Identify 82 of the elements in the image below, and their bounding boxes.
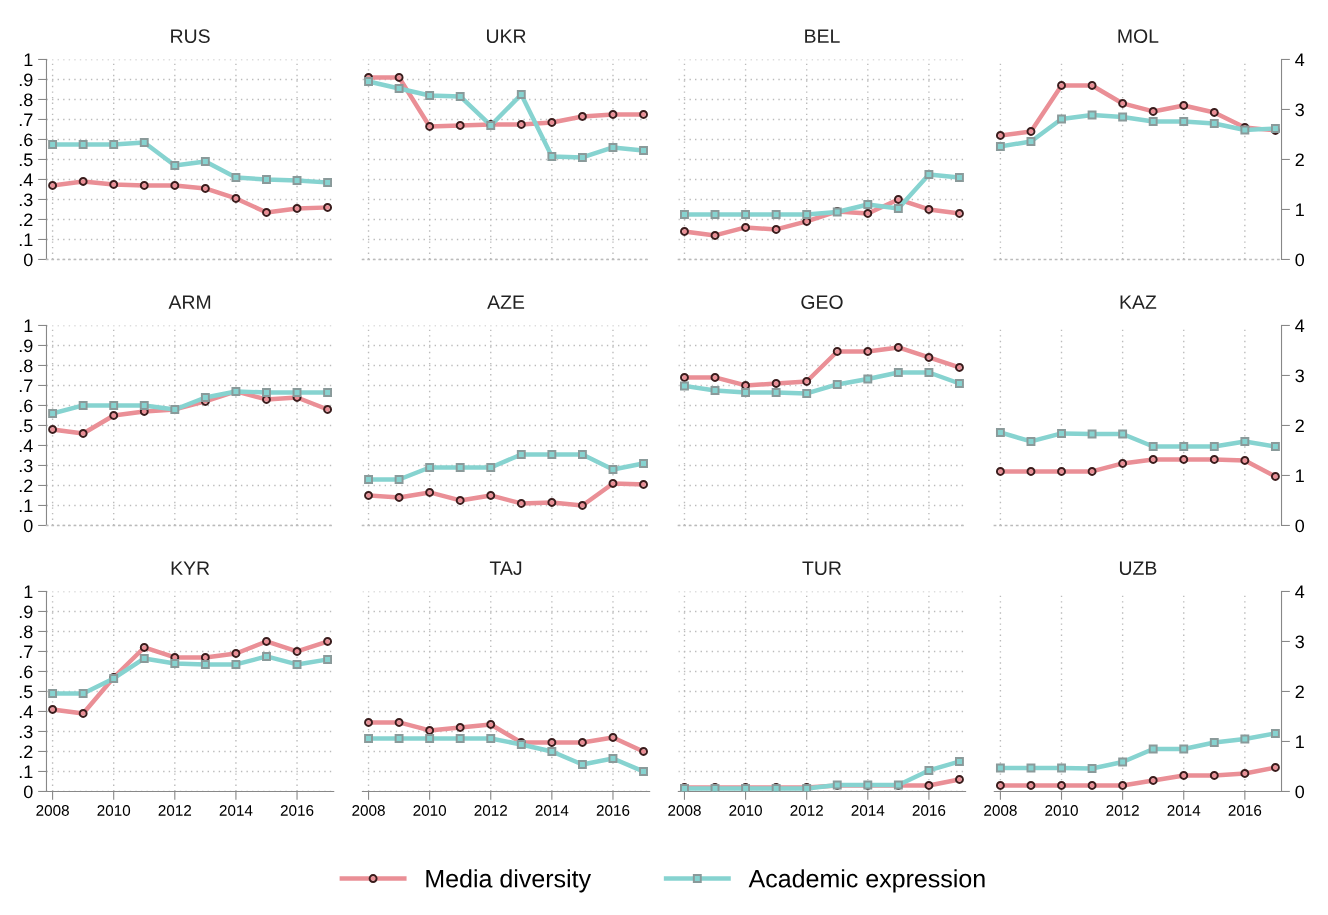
y-tick-label: .5: [19, 685, 33, 699]
y-tick-label: .4: [19, 705, 33, 719]
y2-tick-label: 1: [1296, 469, 1304, 483]
y2-tick-label: 1: [1296, 203, 1304, 217]
y-tick-label: .3: [19, 725, 33, 739]
y2-tick-label: 3: [1295, 369, 1304, 383]
y-tick-label: .7: [19, 379, 33, 393]
y-tick-label: .1: [19, 765, 33, 779]
legend-label: Academic expression: [748, 869, 985, 893]
y-tick-label: .4: [19, 439, 33, 453]
x-tick-label: 2012: [474, 805, 507, 816]
chart-title: AZE: [487, 295, 525, 309]
y2-tick-label: 4: [1295, 319, 1305, 333]
y2-tick-label: 0: [1295, 785, 1305, 799]
chart-title: GEO: [801, 295, 843, 309]
y-tick-label: 0: [23, 785, 33, 799]
y2-tick-label: 0: [1295, 519, 1305, 533]
x-tick-label: 2012: [158, 805, 192, 816]
y2-tick-label: 2: [1295, 153, 1304, 167]
x-tick-label: 2008: [668, 805, 701, 816]
y-tick-label: .6: [19, 399, 33, 413]
x-tick-label: 2014: [851, 805, 885, 816]
y-tick-label: .8: [19, 359, 33, 373]
y2-tick-label: 2: [1295, 419, 1304, 433]
y2-tick-label: 1: [1296, 735, 1304, 749]
chart-title: RUS: [171, 29, 210, 43]
y2-tick-label: 4: [1295, 53, 1305, 67]
y-tick-label: 1: [24, 585, 33, 599]
y-tick-label: .2: [19, 213, 33, 227]
y-tick-label: .4: [19, 173, 33, 187]
legend-label: Media diversity: [426, 869, 592, 893]
y2-tick-label: 2: [1295, 685, 1304, 699]
y-tick-label: .9: [19, 73, 33, 87]
y-tick-label: .3: [19, 193, 33, 207]
y-tick-label: .1: [19, 499, 33, 513]
y2-tick-label: 4: [1295, 585, 1305, 599]
x-tick-label: 2016: [1228, 805, 1262, 816]
x-tick-label: 2010: [729, 805, 762, 816]
y-tick-label: .2: [19, 745, 33, 759]
y-tick-label: 0: [23, 519, 33, 533]
x-tick-label: 2014: [535, 805, 569, 816]
chart-title: TUR: [802, 561, 842, 575]
chart-title: UKR: [487, 29, 526, 43]
x-tick-label: 2012: [1106, 805, 1139, 816]
chart-title: KAZ: [1120, 295, 1157, 309]
x-tick-label: 2008: [352, 805, 385, 816]
y-tick-label: .2: [19, 479, 33, 493]
y2-tick-label: 3: [1295, 635, 1304, 649]
chart-title: MOL: [1118, 29, 1159, 43]
y-tick-label: 1: [24, 319, 33, 333]
chart-title: UZB: [1119, 561, 1157, 575]
y-tick-label: 1: [24, 53, 33, 67]
chart-title: BEL: [805, 29, 840, 43]
x-tick-label: 2010: [97, 805, 131, 816]
y-tick-label: .9: [19, 339, 33, 353]
y-tick-label: .7: [19, 645, 33, 659]
chart-title: TAJ: [489, 561, 522, 575]
y-tick-label: .8: [19, 625, 33, 639]
y-tick-label: .3: [19, 459, 33, 473]
x-tick-label: 2010: [413, 805, 447, 816]
y-tick-label: 0: [23, 253, 33, 267]
y2-tick-label: 3: [1295, 103, 1304, 117]
x-tick-label: 2012: [790, 805, 823, 816]
x-tick-label: 2014: [219, 805, 253, 816]
x-tick-label: 2008: [36, 805, 69, 816]
y-tick-label: .5: [19, 153, 33, 167]
y2-tick-label: 0: [1295, 253, 1305, 267]
y-tick-label: .9: [19, 605, 33, 619]
y-tick-label: .7: [19, 113, 33, 127]
y-tick-label: .8: [19, 93, 33, 107]
y-tick-label: .6: [19, 133, 33, 147]
x-tick-label: 2016: [596, 805, 630, 816]
chart-title: KYR: [171, 561, 210, 575]
y-tick-label: .6: [19, 665, 33, 679]
x-tick-label: 2016: [912, 805, 946, 816]
y-tick-label: .5: [19, 419, 33, 433]
y-tick-label: .1: [19, 233, 33, 247]
x-tick-label: 2014: [1167, 805, 1201, 816]
x-tick-label: 2010: [1045, 805, 1078, 816]
x-tick-label: 2008: [984, 805, 1017, 816]
x-tick-label: 2016: [280, 805, 314, 816]
chart-title: ARM: [168, 295, 211, 309]
